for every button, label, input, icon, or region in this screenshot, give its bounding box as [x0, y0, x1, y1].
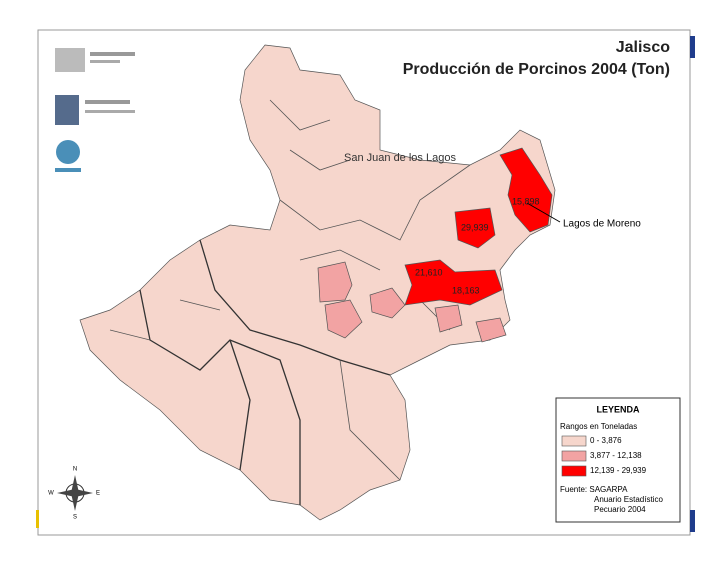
compass-label: N: [73, 467, 77, 473]
leader-line: [526, 202, 561, 223]
boundary: [339, 359, 401, 481]
compass: N W E S: [48, 467, 100, 521]
legend-source: Pecuario 2004: [594, 505, 646, 514]
logos: [55, 48, 135, 172]
value-label: 21,610: [415, 267, 443, 277]
logo: [90, 52, 135, 56]
place-label: Lagos de Moreno: [563, 219, 641, 230]
region-medium: [317, 261, 353, 303]
edge-marker: [690, 36, 695, 58]
boundary: [109, 249, 451, 341]
legend-subtitle: Rangos en Toneladas: [560, 422, 637, 431]
legend-label: 12,139 - 29,939: [590, 466, 647, 475]
region-medium: [434, 304, 463, 333]
value-label: 18,163: [452, 285, 480, 295]
frame: [37, 29, 691, 536]
logo: [55, 48, 85, 72]
legend-label: 3,877 - 12,138: [590, 451, 642, 460]
legend-title: LEYENDA: [596, 404, 640, 414]
edge-marker: [690, 510, 695, 532]
legend-swatch: [561, 435, 587, 447]
map-subtitle: Producción de Porcinos 2004 (Ton): [403, 61, 670, 78]
region-medium: [369, 287, 406, 319]
compass-label: W: [48, 491, 54, 497]
legend: LEYENDA Rangos en Toneladas 0 - 3,876 3,…: [555, 397, 681, 523]
region-medium: [324, 299, 363, 339]
value-label: 15,898: [512, 196, 540, 206]
compass-label: S: [73, 515, 77, 521]
region-high: [454, 207, 496, 249]
logo: [55, 95, 79, 125]
compass-label: E: [96, 491, 100, 497]
edge-marker: [36, 510, 39, 528]
map: [79, 44, 556, 521]
logo: [85, 110, 135, 113]
boundary: [269, 99, 351, 171]
boundary: [229, 339, 251, 471]
logo: [85, 100, 130, 104]
legend-label: 0 - 3,876: [590, 436, 622, 445]
legend-swatch: [561, 450, 587, 462]
legend-swatch: [561, 465, 587, 477]
place-label: San Juan de los Lagos: [344, 152, 456, 164]
boundary: [279, 164, 471, 241]
region-high: [404, 259, 503, 306]
region-high: [499, 147, 553, 233]
legend-source: Anuario Estadístico: [594, 495, 663, 504]
compass-rose: [57, 475, 93, 511]
map-title: Jalisco: [616, 39, 670, 56]
logo: [56, 140, 80, 164]
logo: [90, 60, 120, 63]
legend-source: Fuente: SAGARPA: [560, 485, 628, 494]
region-medium: [475, 317, 507, 343]
value-label: 29,939: [461, 222, 489, 232]
logo: [55, 168, 81, 172]
boundary: [199, 239, 391, 376]
